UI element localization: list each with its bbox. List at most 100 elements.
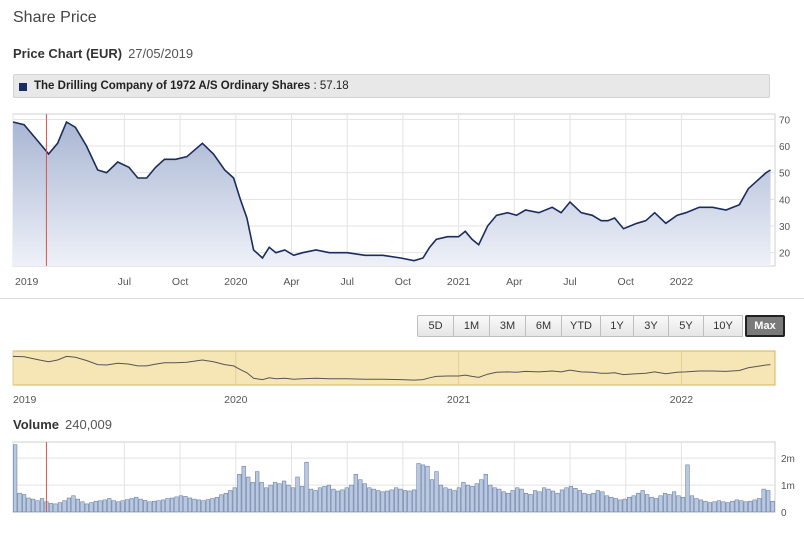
volume-bar: [595, 490, 600, 513]
x-tick-label: Apr: [506, 276, 523, 288]
volume-bar: [519, 488, 524, 513]
volume-value: 240,009: [65, 417, 112, 432]
volume-bar: [627, 496, 632, 513]
volume-bar: [680, 496, 686, 513]
volume-bar: [586, 494, 591, 513]
volume-bar: [438, 484, 444, 513]
volume-bar: [201, 500, 206, 513]
range-selector: 5D 1M 3M 6M YTD 1Y 3Y 5Y 10Y Max: [417, 315, 785, 337]
volume-bar: [281, 480, 287, 513]
volume-bar: [582, 492, 587, 513]
volume-bar: [694, 498, 699, 513]
navigator-x-label: 2022: [670, 394, 694, 406]
volume-bar: [264, 487, 269, 513]
range-button-1m[interactable]: 1M: [454, 315, 490, 337]
volume-bar: [30, 498, 36, 513]
x-tick-label: Apr: [283, 276, 300, 288]
volume-bar: [420, 464, 426, 513]
volume-bar: [662, 492, 668, 513]
section-divider: [0, 298, 804, 299]
volume-bar: [165, 498, 170, 513]
volume-bar: [474, 483, 479, 513]
volume-bar: [93, 500, 98, 513]
volume-bar: [725, 502, 730, 513]
volume-bar: [528, 494, 533, 513]
volume-bar: [326, 484, 331, 513]
volume-y-tick-label: 1m: [781, 481, 795, 492]
volume-bar: [26, 497, 31, 513]
volume-bar: [757, 498, 762, 513]
y-tick-label: 40: [779, 195, 791, 206]
chart-legend[interactable]: The Drilling Company of 1972 A/S Ordinar…: [13, 74, 770, 98]
volume-bar: [80, 501, 85, 513]
range-button-6m[interactable]: 6M: [526, 315, 562, 337]
volume-bar: [340, 489, 345, 513]
volume-bar: [349, 484, 354, 513]
range-button-5y[interactable]: 5Y: [669, 315, 704, 337]
volume-bar: [568, 486, 574, 513]
volume-bar: [622, 498, 627, 513]
volume-bar: [62, 500, 67, 513]
volume-bar: [228, 490, 233, 513]
volume-bar: [290, 487, 296, 513]
volume-bar: [376, 490, 381, 513]
volume-bar: [143, 500, 148, 513]
price-chart[interactable]: 2019 Jul Oct 2020 Apr Jul Oct 2021 Apr Jul Oct 2022…: [0, 100, 804, 300]
volume-bar: [510, 490, 515, 513]
volume-bar: [752, 499, 757, 513]
price-chart-label: Price Chart (EUR): [13, 46, 123, 61]
range-button-3m[interactable]: 3M: [490, 315, 526, 337]
volume-bar: [577, 490, 583, 513]
volume-bar: [125, 499, 130, 513]
volume-bar: [398, 488, 403, 513]
volume-bar: [389, 489, 394, 513]
volume-bar: [362, 483, 367, 513]
volume-bar: [411, 489, 417, 513]
volume-bar: [214, 496, 219, 513]
volume-bar: [169, 497, 175, 513]
volume-bar: [344, 487, 349, 513]
volume-bar: [654, 498, 659, 513]
volume-bar: [429, 479, 435, 513]
volume-bar: [39, 498, 45, 513]
volume-bar: [671, 491, 677, 513]
range-button-max[interactable]: Max: [745, 315, 785, 337]
range-button-1y[interactable]: 1Y: [601, 315, 634, 337]
volume-bar: [22, 494, 27, 513]
volume-bar: [483, 474, 488, 513]
volume-bar: [546, 488, 551, 513]
volume-bar: [407, 490, 412, 513]
volume-bar: [721, 501, 726, 513]
volume-bar: [259, 482, 264, 513]
volume-bar: [716, 500, 721, 513]
volume-bar: [604, 495, 609, 513]
volume-y-tick-label: 2m: [781, 454, 795, 465]
volume-bar: [367, 487, 372, 513]
navigator-chart[interactable]: 2019 2020 2021 2022: [0, 345, 804, 410]
range-button-ytd[interactable]: YTD: [562, 315, 601, 337]
x-tick-label: 2019: [15, 276, 39, 288]
volume-bar: [766, 490, 771, 513]
range-button-5d[interactable]: 5D: [417, 315, 454, 337]
volume-bar: [380, 491, 385, 513]
volume-bar: [550, 490, 556, 513]
x-tick-label: Oct: [172, 276, 188, 288]
volume-chart[interactable]: 2m 1m 0: [0, 438, 804, 533]
volume-bar: [452, 490, 457, 513]
range-button-10y[interactable]: 10Y: [704, 315, 743, 337]
volume-bar: [13, 444, 18, 513]
x-tick-label: Jul: [340, 276, 353, 288]
volume-bar: [555, 492, 560, 513]
volume-bar: [609, 496, 614, 513]
volume-bar: [335, 490, 340, 513]
y-tick-label: 20: [779, 249, 791, 260]
volume-bar: [35, 500, 40, 513]
volume-bar: [156, 500, 161, 513]
volume-bar: [299, 486, 305, 513]
volume-bar: [492, 487, 497, 513]
volume-bar: [676, 495, 681, 513]
range-button-3y[interactable]: 3Y: [634, 315, 669, 337]
volume-bar: [479, 479, 484, 513]
x-tick-label: 2020: [224, 276, 248, 288]
legend-value: 57.18: [319, 80, 349, 92]
